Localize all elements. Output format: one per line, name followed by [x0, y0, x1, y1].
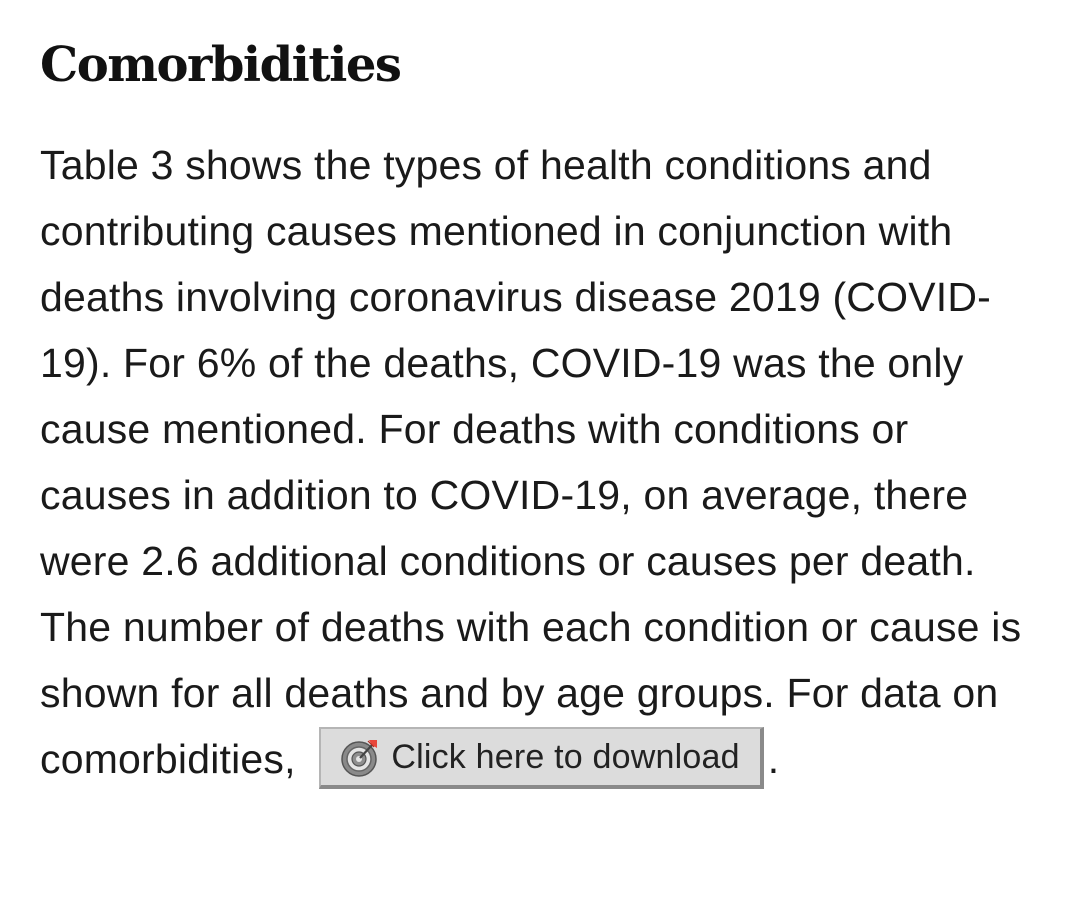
- download-button[interactable]: Click here to download: [319, 727, 764, 790]
- download-button-label: Click here to download: [391, 738, 740, 777]
- section-body: Table 3 shows the types of health condit…: [40, 132, 1050, 793]
- download-target-icon: [339, 736, 381, 778]
- body-text: Table 3 shows the types of health condit…: [40, 142, 1022, 782]
- comorbidities-section: Comorbidities Table 3 shows the types of…: [40, 30, 1050, 793]
- trailing-period: .: [767, 736, 780, 782]
- section-title: Comorbidities: [40, 37, 402, 93]
